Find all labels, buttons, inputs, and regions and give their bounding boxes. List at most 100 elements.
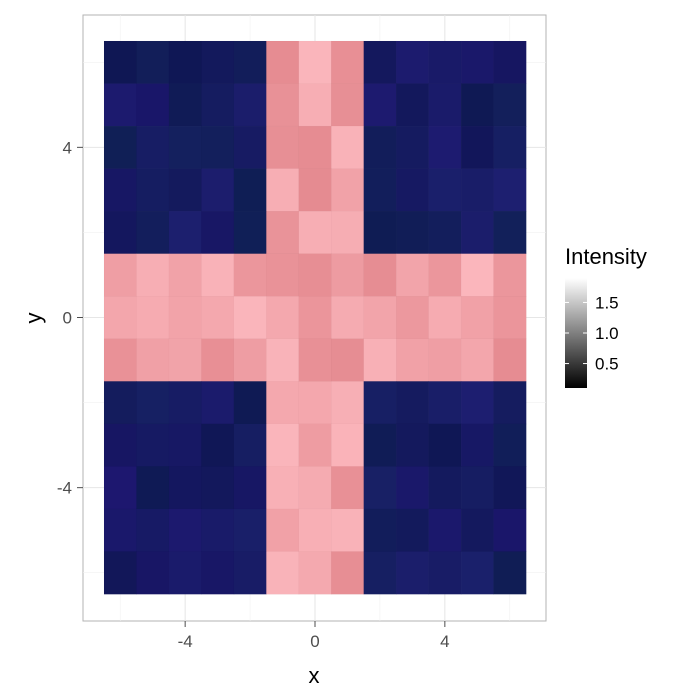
x-tick-label: 4 [440, 632, 449, 651]
heatmap-cell [460, 210, 495, 255]
heatmap-cell [298, 40, 332, 85]
heatmap-cell [493, 551, 527, 595]
heatmap-cell [363, 381, 397, 425]
x-axis-title: x [309, 663, 320, 688]
heatmap-cell [266, 253, 300, 297]
legend: Intensity 0.5 1.0 1.5 [565, 244, 647, 388]
heatmap-cell [298, 338, 332, 382]
heatmap-cell [233, 338, 267, 382]
heatmap-cell [201, 125, 235, 170]
heatmap-cell [493, 466, 527, 510]
heatmap-cell [493, 508, 527, 552]
heatmap-cell [331, 83, 365, 127]
heatmap-cell [136, 40, 170, 85]
heatmap-cell [168, 338, 202, 382]
heatmap-cell [233, 423, 267, 467]
heatmap-cell [460, 423, 495, 467]
heatmap-cell [298, 466, 332, 510]
heatmap-cell [168, 210, 202, 255]
y-tick-label: 0 [63, 309, 72, 328]
heatmap-cell [460, 296, 495, 340]
heatmap-cell [233, 296, 267, 340]
heatmap-cell [428, 508, 462, 552]
heatmap-cell [266, 466, 300, 510]
heatmap-cell [331, 253, 365, 297]
heatmap-cell [395, 508, 430, 552]
heatmap-cell [363, 210, 397, 255]
heatmap-cell [395, 338, 430, 382]
heatmap-cell [428, 551, 462, 595]
heatmap-cell [168, 423, 202, 467]
heatmap-cell [266, 40, 300, 85]
heatmap-cell [428, 210, 462, 255]
heatmap-cell [136, 551, 170, 595]
heatmap-cell [493, 125, 527, 170]
legend-colorbar [565, 278, 587, 388]
heatmap-cell [493, 210, 527, 255]
heatmap-cell [298, 253, 332, 297]
heatmap-cell [201, 83, 235, 127]
heatmap-cell [395, 296, 430, 340]
heatmap-cell [233, 40, 267, 85]
heatmap-cell [460, 253, 495, 297]
legend-ticks: 0.5 1.0 1.5 [565, 293, 619, 374]
heatmap-cell [266, 423, 300, 467]
heatmap-cell [428, 423, 462, 467]
heatmap-cell [298, 551, 332, 595]
heatmap-cell [103, 168, 137, 212]
y-tick-label: 4 [63, 138, 72, 157]
heatmap-cell [201, 40, 235, 85]
heatmap-cell [103, 508, 137, 552]
legend-tick-label: 1.5 [595, 293, 619, 312]
heatmap-cell [103, 210, 137, 255]
heatmap-cell [493, 253, 527, 297]
heatmap-cell [266, 338, 300, 382]
heatmap-cell [363, 168, 397, 212]
heatmap-cell [136, 83, 170, 127]
heatmap-cell [331, 381, 365, 425]
heatmap-cell [201, 168, 235, 212]
heatmap-cell [363, 83, 397, 127]
heatmap-cell [363, 253, 397, 297]
heatmap-cell [266, 551, 300, 595]
heatmap-cell [168, 168, 202, 212]
heatmap-cell [363, 423, 397, 467]
heatmap-cell [331, 466, 365, 510]
y-tick-label: -4 [57, 479, 72, 498]
heatmap-cell [168, 40, 202, 85]
heatmap-cell [266, 296, 300, 340]
heatmap-cell [493, 423, 527, 467]
heatmap-cell [428, 125, 462, 170]
heatmap-cell [168, 125, 202, 170]
heatmap-cell [331, 168, 365, 212]
heatmap-cell [266, 381, 300, 425]
heatmap-cell [266, 125, 300, 170]
x-tick-label: -4 [178, 632, 193, 651]
heatmap-cell [233, 466, 267, 510]
heatmap-cell [493, 83, 527, 127]
heatmap-cell [168, 83, 202, 127]
heatmap-cell [460, 551, 495, 595]
heatmap-cell [103, 423, 137, 467]
heatmap-cell [136, 296, 170, 340]
heatmap-cell [233, 381, 267, 425]
heatmap-cell [103, 381, 137, 425]
heatmap-cell [460, 168, 495, 212]
x-tick-label: 0 [310, 632, 319, 651]
heatmap-cell [331, 40, 365, 85]
heatmap-cell [395, 381, 430, 425]
legend-tick-label: 0.5 [595, 355, 619, 374]
heatmap-cell [233, 210, 267, 255]
heatmap-cell [298, 381, 332, 425]
heatmap-cell [460, 508, 495, 552]
legend-tick-label: 1.0 [595, 324, 619, 343]
heatmap-cell [136, 508, 170, 552]
heatmap-cell [298, 83, 332, 127]
heatmap-cell [363, 125, 397, 170]
heatmap-cell [460, 338, 495, 382]
heatmap-cell [428, 338, 462, 382]
heatmap-cell [201, 508, 235, 552]
heatmap-cell [103, 40, 137, 85]
heatmap-cell [298, 423, 332, 467]
